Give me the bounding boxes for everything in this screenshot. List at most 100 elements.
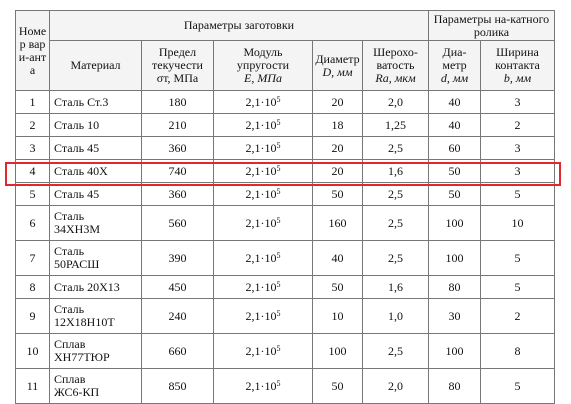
cell-roller-diameter: 80 [428,368,481,404]
cell-yield: 450 [141,275,214,299]
cell-yield: 360 [141,182,214,206]
variants-table: Номер вари-анта Параметры заготовки Пара… [15,10,555,404]
cell-diameter: 50 [312,275,363,299]
header-roller-diameter: Диа-метр d, мм [428,40,481,91]
header-diameter: Диаметр D, мм [312,40,363,91]
cell-roller-diameter: 60 [428,136,481,160]
table-row: 9 Сталь 12Х18Н10Т 240 2,1·105 10 1,0 30 2 [15,298,555,334]
cell-roughness: 1,6 [362,159,429,183]
cell-yield: 210 [141,113,214,137]
cell-yield: 740 [141,159,214,183]
cell-contact-width: 5 [480,275,555,299]
cell-roughness: 1,0 [362,298,429,334]
table-row: 2 Сталь 10 210 2,1·105 18 1,25 40 2 [15,113,555,137]
cell-roughness: 2,5 [362,240,429,276]
cell-material: Сталь 12Х18Н10Т [49,298,142,334]
cell-contact-width: 5 [480,182,555,206]
cell-modulus: 2,1·105 [213,182,313,206]
table-row: 11 Сплав ЖС6-КП 850 2,1·105 50 2,0 80 5 [15,368,555,404]
cell-roller-diameter: 100 [428,333,481,369]
cell-material: Сталь 45 [49,136,142,160]
cell-modulus: 2,1·105 [213,90,313,114]
header-material: Материал [49,40,142,91]
cell-modulus: 2,1·105 [213,298,313,334]
cell-material: Сталь Ст.3 [49,90,142,114]
cell-variant: 1 [15,90,50,114]
cell-material: Сталь 10 [49,113,142,137]
cell-roller-diameter: 50 [428,182,481,206]
cell-modulus: 2,1·105 [213,136,313,160]
cell-diameter: 40 [312,240,363,276]
table-row: 8 Сталь 20Х13 450 2,1·105 50 1,6 80 5 [15,275,555,299]
cell-modulus: 2,1·105 [213,333,313,369]
cell-roughness: 2,5 [362,136,429,160]
cell-variant: 6 [15,205,50,241]
cell-yield: 850 [141,368,214,404]
cell-contact-width: 3 [480,90,555,114]
table-row: 1 Сталь Ст.3 180 2,1·105 20 2,0 40 3 [15,90,555,114]
cell-diameter: 160 [312,205,363,241]
cell-modulus: 2,1·105 [213,240,313,276]
cell-variant: 3 [15,136,50,160]
header-yield-strength: Предел текучести σт, МПа [141,40,214,91]
cell-contact-width: 5 [480,240,555,276]
cell-roughness: 2,0 [362,90,429,114]
cell-yield: 180 [141,90,214,114]
cell-modulus: 2,1·105 [213,368,313,404]
cell-roller-diameter: 80 [428,275,481,299]
cell-yield: 390 [141,240,214,276]
table-row: 4 Сталь 40Х 740 2,1·105 20 1,6 50 3 [15,159,555,183]
cell-material: Сплав ХН77ТЮР [49,333,142,369]
cell-material: Сплав ЖС6-КП [49,368,142,404]
cell-material: Сталь 40Х [49,159,142,183]
cell-variant: 11 [15,368,50,404]
table-container: Номер вари-анта Параметры заготовки Пара… [15,10,555,404]
table-row: 7 Сталь 50РАСШ 390 2,1·105 40 2,5 100 5 [15,240,555,276]
cell-material: Сталь 20Х13 [49,275,142,299]
cell-diameter: 18 [312,113,363,137]
cell-yield: 560 [141,205,214,241]
cell-variant: 9 [15,298,50,334]
header-blank-params: Параметры заготовки [49,10,429,41]
cell-contact-width: 3 [480,136,555,160]
cell-variant: 7 [15,240,50,276]
cell-contact-width: 3 [480,159,555,183]
cell-roughness: 1,6 [362,275,429,299]
cell-roller-diameter: 40 [428,90,481,114]
cell-contact-width: 2 [480,113,555,137]
cell-roughness: 2,5 [362,333,429,369]
table-row: 10 Сплав ХН77ТЮР 660 2,1·105 100 2,5 100 8 [15,333,555,369]
cell-variant: 4 [15,159,50,183]
header-elastic-modulus: Модуль упругости E, МПа [213,40,313,91]
cell-contact-width: 5 [480,368,555,404]
cell-variant: 10 [15,333,50,369]
cell-yield: 660 [141,333,214,369]
table-row: 5 Сталь 45 360 2,1·105 50 2,5 50 5 [15,182,555,206]
cell-roughness: 1,25 [362,113,429,137]
cell-roller-diameter: 30 [428,298,481,334]
cell-yield: 240 [141,298,214,334]
header-roller-params: Параметры на-катного ролика [428,10,555,41]
cell-roller-diameter: 100 [428,240,481,276]
cell-diameter: 10 [312,298,363,334]
cell-diameter: 20 [312,90,363,114]
cell-material: Сталь 50РАСШ [49,240,142,276]
table-row: 3 Сталь 45 360 2,1·105 20 2,5 60 3 [15,136,555,160]
cell-material: Сталь 45 [49,182,142,206]
cell-diameter: 50 [312,182,363,206]
cell-roller-diameter: 100 [428,205,481,241]
cell-diameter: 20 [312,136,363,160]
cell-modulus: 2,1·105 [213,205,313,241]
cell-diameter: 100 [312,333,363,369]
header-contact-width: Ширина контакта b, мм [480,40,555,91]
cell-variant: 2 [15,113,50,137]
cell-contact-width: 2 [480,298,555,334]
cell-roller-diameter: 50 [428,159,481,183]
cell-modulus: 2,1·105 [213,113,313,137]
cell-roller-diameter: 40 [428,113,481,137]
cell-contact-width: 10 [480,205,555,241]
cell-roughness: 2,5 [362,205,429,241]
cell-modulus: 2,1·105 [213,159,313,183]
cell-roughness: 2,5 [362,182,429,206]
cell-roughness: 2,0 [362,368,429,404]
